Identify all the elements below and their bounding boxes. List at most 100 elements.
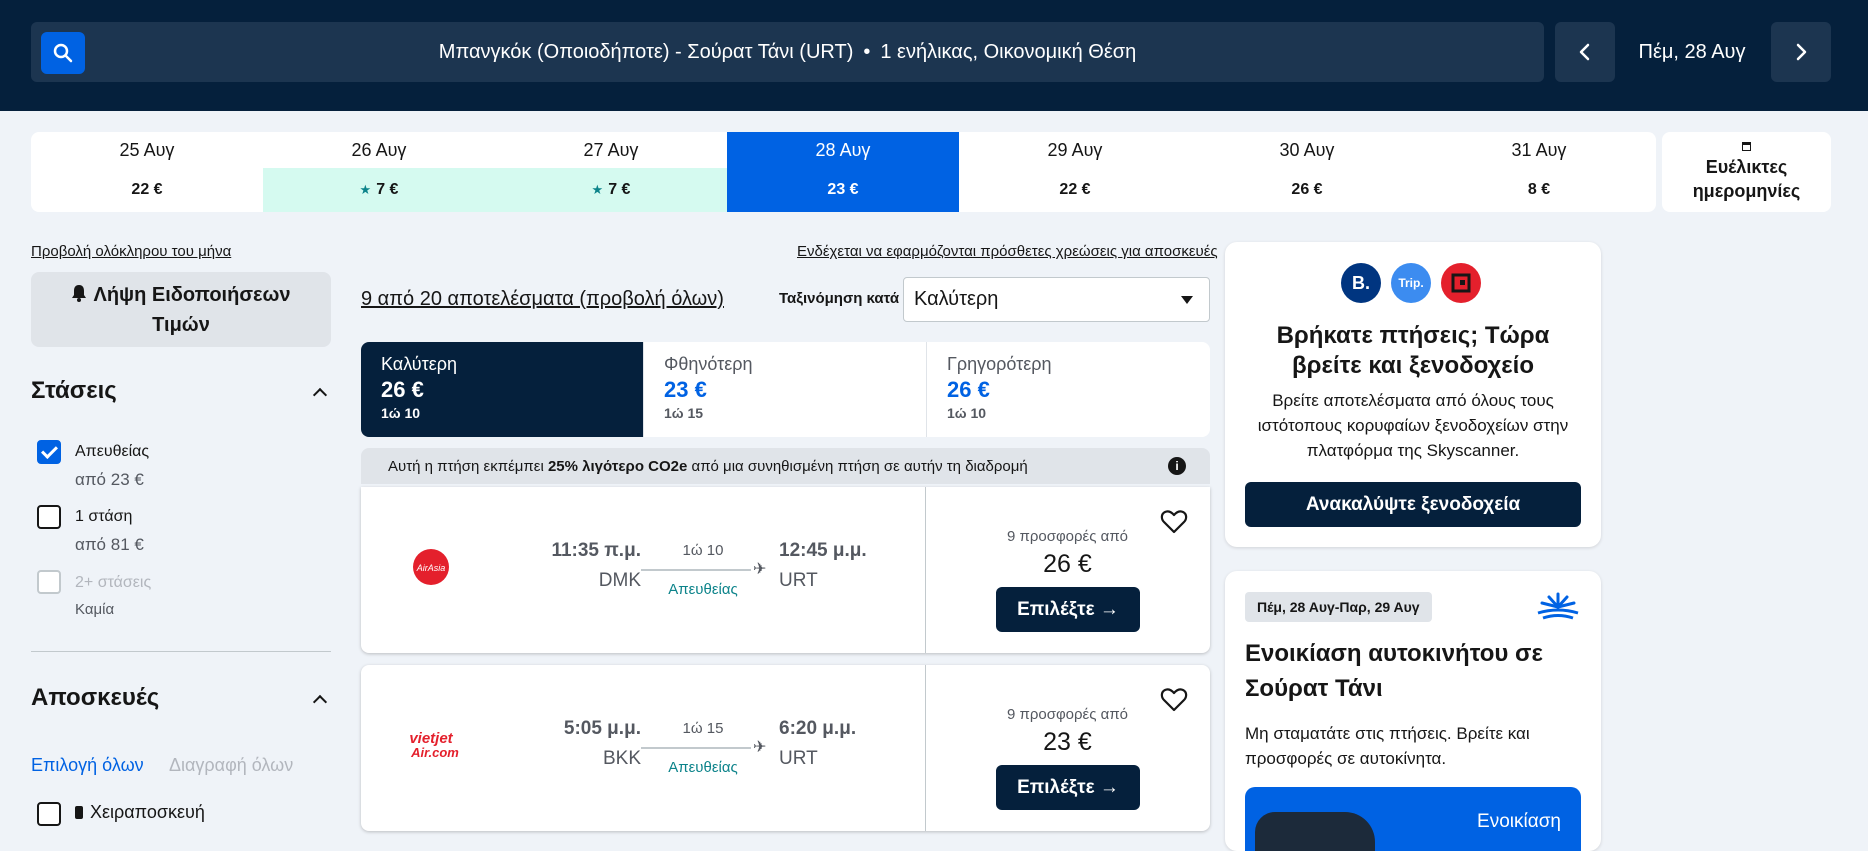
chevron-up-icon[interactable] <box>312 387 328 403</box>
car-promo-title: Ενοικίαση αυτοκινήτου σε Σούρατ Τάνι <box>1245 640 1543 702</box>
route-text: Μπανγκόκ (Οποιοδήποτε) - Σούρατ Τάνι (UR… <box>438 40 854 63</box>
flight-card[interactable]: vietjet Air.com 5:05 μ.μ. BKK 1ώ 15 ✈ Απε… <box>361 665 1210 831</box>
car-promo-desc: Μη σταματάτε στις πτήσεις. Βρείτε και πρ… <box>1245 724 1530 768</box>
flight-line <box>641 569 751 571</box>
sort-select[interactable]: Καλύτερη <box>903 277 1210 322</box>
baggage-section-title[interactable]: Αποσκευές <box>31 684 160 711</box>
select-flight-button[interactable]: Επιλέξτε → <box>996 587 1140 632</box>
price-alert-label: Λήψη Ειδοποιήσεων Τιμών <box>93 283 291 336</box>
date-cell-1[interactable]: 26 Αυγ ★ 7 € <box>263 132 495 212</box>
next-date-button[interactable] <box>1771 22 1831 82</box>
top-header: Μπανγκόκ (Οποιοδήποτε) - Σούρατ Τάνι (UR… <box>0 0 1868 111</box>
flight-duration: 1ώ 10 <box>682 542 724 559</box>
chevron-up-icon[interactable] <box>312 694 328 710</box>
car-dates-badge: Πέμ, 28 Αυγ-Παρ, 29 Αυγ <box>1245 592 1432 622</box>
tab-label: Καλύτερη <box>381 354 457 374</box>
stops-two-plus-label: 2+ στάσεις <box>75 574 152 591</box>
explore-hotels-button[interactable]: Ανακαλύψτε ξενοδοχεία <box>1245 482 1581 527</box>
date-cell-3-selected[interactable]: 28 Αυγ 23 € <box>727 132 959 212</box>
departure-airport: DMK <box>598 570 641 591</box>
baggage-select-all-link[interactable]: Επιλογή όλων <box>31 755 144 775</box>
stops-one-label: 1 στάση <box>75 508 133 525</box>
chevron-right-icon <box>1796 43 1807 61</box>
airline-logo-airasia: AirAsia <box>391 542 471 592</box>
star-icon: ★ <box>359 182 372 197</box>
baggage-clear-all-link[interactable]: Διαγραφή όλων <box>169 755 294 775</box>
heart-icon[interactable] <box>1160 508 1188 536</box>
eco-text: Αυτή η πτήση εκπέμπει 25% λιγότερο CO2e … <box>388 457 1028 475</box>
stops-one-price: από 81 € <box>75 535 144 554</box>
date-cell-price: 22 € <box>131 181 163 198</box>
stops-two-plus-sub: Καμία <box>75 601 115 618</box>
tab-label: Γρηγορότερη <box>947 354 1052 374</box>
results-count-link[interactable]: 9 από 20 αποτελέσματα (προβολή όλων) <box>361 288 724 310</box>
select-flight-button[interactable]: Επιλέξτε → <box>996 765 1140 810</box>
car-promo-banner[interactable]: Ενοικίαση <box>1245 787 1581 851</box>
arrival-time: 6:20 μ.μ. <box>779 718 857 739</box>
svg-text:AirAsia: AirAsia <box>416 563 446 573</box>
car-image <box>1255 812 1375 851</box>
current-date-label[interactable]: Πέμ, 28 Αυγ <box>1638 40 1746 63</box>
date-cell-date: 29 Αυγ <box>1047 139 1103 160</box>
carry-on-label: Χειραποσκευή <box>75 802 205 823</box>
search-icon <box>53 43 73 63</box>
date-price-strip: 25 Αυγ 22 € 26 Αυγ ★ 7 € 27 Αυγ ★ 7 € 28 Αυγ 2… <box>31 132 1656 212</box>
info-icon[interactable]: i <box>1168 457 1186 475</box>
hotel-brand-icon <box>1451 273 1471 293</box>
carry-on-checkbox[interactable] <box>37 802 61 826</box>
car-promo-banner-text: Ενοικίαση <box>1477 811 1561 832</box>
hotel-promo-card: B. Trip. Βρήκατε πτήσεις; Τώρα βρείτε κα… <box>1225 242 1601 547</box>
date-cell-date: 30 Αυγ <box>1279 139 1335 160</box>
previous-date-button[interactable] <box>1555 22 1615 82</box>
price-alert-button[interactable]: Λήψη Ειδοποιήσεων Τιμών <box>31 272 331 347</box>
search-summary-bar[interactable]: Μπανγκόκ (Οποιοδήποτε) - Σούρατ Τάνι (UR… <box>31 22 1544 82</box>
stops-section-title[interactable]: Στάσεις <box>31 377 117 404</box>
whole-month-link[interactable]: Προβολή ολόκληρου του μήνα <box>31 243 232 260</box>
stops-info: Απευθείας <box>668 581 738 598</box>
date-cell-4[interactable]: 29 Αυγ 22 € <box>959 132 1191 212</box>
date-cell-2[interactable]: 27 Αυγ ★ 7 € <box>495 132 727 212</box>
search-button[interactable] <box>41 32 85 74</box>
date-cell-5[interactable]: 30 Αυγ 26 € <box>1191 132 1423 212</box>
baggage-fees-link[interactable]: Ενδέχεται να εφαρμόζονται πρόσθετες χρεώ… <box>797 243 1218 260</box>
stops-direct-checkbox[interactable] <box>37 440 61 464</box>
date-cell-date: 25 Αυγ <box>119 139 175 160</box>
date-cell-price: 22 € <box>1059 181 1091 198</box>
date-cell-price: 7 € <box>608 181 631 198</box>
tab-best[interactable]: Καλύτερη 26 € 1ώ 10 <box>361 342 644 437</box>
plane-icon: ✈ <box>753 561 767 578</box>
flexible-dates-button[interactable]: Ευέλικτες ημερομηνίες <box>1662 132 1831 212</box>
hotel-promo-title: Βρήκατε πτήσεις; Τώρα βρείτε και ξενοδοχ… <box>1276 322 1550 379</box>
tab-fastest[interactable]: Γρηγορότερη 26 € 1ώ 10 <box>927 342 1210 437</box>
date-cell-6[interactable]: 31 Αυγ 8 € <box>1423 132 1655 212</box>
date-cell-0[interactable]: 25 Αυγ 22 € <box>31 132 263 212</box>
agoda-logo-icon <box>1441 263 1481 303</box>
departure-time: 11:35 π.μ. <box>551 540 641 561</box>
date-cell-date: 31 Αυγ <box>1511 139 1567 160</box>
sort-label: Ταξινόμηση κατά <box>779 290 900 307</box>
flight-card[interactable]: AirAsia 11:35 π.μ. DMK 1ώ 10 ✈ Απευθείας… <box>361 487 1210 653</box>
tab-label: Φθηνότερη <box>664 354 753 374</box>
skyscanner-logo-icon <box>1537 592 1579 620</box>
date-cell-price: 8 € <box>1527 181 1551 198</box>
stops-info: Απευθείας <box>668 759 738 776</box>
offers-count: 9 προσφορές από <box>1006 706 1129 723</box>
stops-direct-label: Απευθείας <box>75 443 150 460</box>
date-cell-price: 26 € <box>1291 181 1323 198</box>
departure-time: 5:05 μ.μ. <box>563 718 641 739</box>
flight-duration: 1ώ 15 <box>682 720 724 737</box>
tab-cheapest[interactable]: Φθηνότερη 23 € 1ώ 15 <box>644 342 927 437</box>
date-cell-price: 7 € <box>376 181 399 198</box>
trip-logo-icon: Trip. <box>1391 263 1431 303</box>
flexible-dates-line1: Ευέλικτες <box>1705 156 1788 177</box>
car-hire-promo-card[interactable]: Πέμ, 28 Αυγ-Παρ, 29 Αυγ Ενοικίαση αυτοκι… <box>1225 571 1601 851</box>
stops-one-checkbox[interactable] <box>37 505 61 529</box>
search-summary-text: Μπανγκόκ (Οποιοδήποτε) - Σούρατ Τάνι (UR… <box>31 22 1544 82</box>
travellers-text: 1 ενήλικας, Οικονομική Θέση <box>880 40 1137 63</box>
star-icon: ★ <box>591 182 604 197</box>
sort-tabs: Καλύτερη 26 € 1ώ 10 Φθηνότερη 23 € 1ώ 15… <box>361 342 1210 437</box>
heart-icon[interactable] <box>1160 686 1188 714</box>
departure-airport: BKK <box>602 748 641 769</box>
tab-duration: 1ώ 15 <box>664 405 704 421</box>
